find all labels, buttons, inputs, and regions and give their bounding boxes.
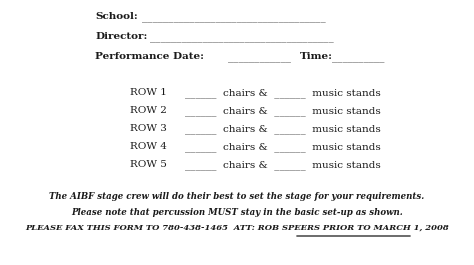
Text: The AIBF stage crew will do their best to set the stage for your requirements.: The AIBF stage crew will do their best t… [49, 192, 425, 201]
Text: ______  chairs &  ______  music stands: ______ chairs & ______ music stands [185, 106, 381, 116]
Text: Time:: Time: [300, 52, 333, 61]
Text: ROW 1: ROW 1 [130, 88, 167, 97]
Text: ___________________________________: ___________________________________ [150, 34, 334, 43]
Text: ______  chairs &  ______  music stands: ______ chairs & ______ music stands [185, 124, 381, 134]
Text: ROW 3: ROW 3 [130, 124, 167, 133]
Text: ____________: ____________ [228, 54, 291, 63]
Text: PLEASE FAX THIS FORM TO 780-438-1465  ATT: ROB SPEERS PRIOR TO MARCH 1, 2008: PLEASE FAX THIS FORM TO 780-438-1465 ATT… [25, 224, 449, 232]
Text: ___________________________________: ___________________________________ [142, 14, 326, 23]
Text: Director:: Director: [95, 32, 147, 41]
Text: ROW 4: ROW 4 [130, 142, 167, 151]
Text: School:: School: [95, 12, 138, 21]
Text: ______  chairs &  ______  music stands: ______ chairs & ______ music stands [185, 88, 381, 98]
Text: ROW 5: ROW 5 [130, 160, 167, 169]
Text: ______  chairs &  ______  music stands: ______ chairs & ______ music stands [185, 142, 381, 152]
Text: ROW 2: ROW 2 [130, 106, 167, 115]
Text: ______  chairs &  ______  music stands: ______ chairs & ______ music stands [185, 160, 381, 170]
Text: Please note that percussion MUST stay in the basic set-up as shown.: Please note that percussion MUST stay in… [71, 208, 403, 217]
Text: Performance Date:: Performance Date: [95, 52, 204, 61]
Text: __________: __________ [332, 54, 384, 63]
